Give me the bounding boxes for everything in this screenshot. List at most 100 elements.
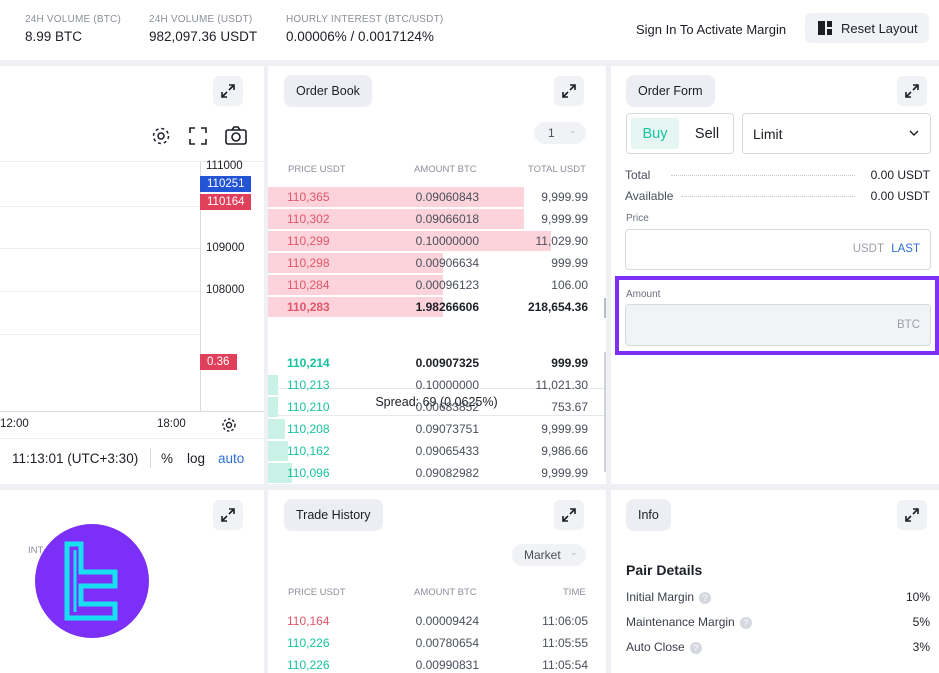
stat-label: 24H VOLUME (BTC) (25, 14, 121, 25)
sell-tab[interactable]: Sell (694, 125, 720, 142)
bid-row[interactable]: 110,208 0.09073751 9,999.99 (268, 418, 606, 440)
amount-unit: BTC (897, 319, 920, 331)
info-title: Info (626, 499, 671, 531)
ask-row[interactable]: 110,299 0.10000000 11,029.90 (268, 230, 606, 252)
chart-panel: 111000 110251 110164 109000 108000 0.36 … (0, 66, 264, 484)
help-icon[interactable]: ? (739, 616, 752, 629)
pair-details-heading: Pair Details (626, 562, 703, 578)
depth-bar (268, 187, 524, 207)
ask-price-tag: 110164 (200, 194, 251, 210)
available-value: 0.00 USDT (870, 189, 930, 203)
info-panel: Info Pair Details (611, 490, 939, 673)
settings-small-icon[interactable] (221, 417, 237, 433)
sign-in-margin-link[interactable]: Sign In To Activate Margin (636, 22, 787, 37)
top-stats-bar: 24H VOLUME (BTC) 8.99 BTC 24H VOLUME (US… (0, 0, 939, 60)
order-book-title: Order Book (284, 75, 372, 107)
camera-icon[interactable] (225, 126, 247, 146)
chart-footer-divider (0, 438, 264, 439)
amount-cell: 0.10000000 (415, 234, 479, 248)
bid-row[interactable]: 110,210 0.00683852 753.67 (268, 396, 606, 418)
stat-value: 0.00006% / 0.0017124% (286, 29, 434, 44)
price-cell: 110,213 (287, 378, 330, 392)
ask-row[interactable]: 110,298 0.00906634 999.99 (268, 252, 606, 274)
expand-icon (905, 84, 919, 98)
depth-bar (268, 441, 288, 461)
price-cell: 110,299 (287, 234, 330, 248)
order-book-panel: Order Book 1 ⌄ PRICE USDT AMOUNT BTC TOT… (268, 66, 606, 484)
amount-cell: 1.98266606 (415, 300, 479, 314)
total-cell: 9,986.66 (541, 444, 588, 458)
help-icon[interactable]: ? (689, 641, 702, 654)
scrollbar[interactable] (604, 298, 606, 318)
chart-toolbar-divider (0, 161, 264, 162)
spread-indicator: Spread: 69 (0.0625%) (268, 388, 605, 416)
depth-bar (268, 275, 443, 295)
total-cell: 999.99 (551, 356, 588, 370)
expand-button[interactable] (213, 500, 243, 530)
price-axis-line (200, 161, 201, 411)
available-label: Available (625, 189, 674, 203)
side-toggle: Buy Sell (626, 113, 734, 154)
expand-button[interactable] (897, 500, 927, 530)
order-form-title: Order Form (626, 75, 715, 107)
price-input[interactable]: USDT LAST (625, 229, 931, 270)
last-price-button[interactable]: LAST (891, 243, 920, 255)
grid-line (0, 248, 200, 249)
price-cell: 110,298 (287, 256, 330, 270)
amount-cell: 0.00906634 (415, 256, 479, 270)
amount-cell: 0.09066018 (415, 212, 479, 226)
total-cell: 9,999.99 (541, 422, 588, 436)
trade-history-panel: Trade History Market ⌄ PRICE USDT AMOUNT… (268, 490, 606, 673)
amount-cell: 0.09060843 (415, 190, 479, 204)
bid-row[interactable]: 110,096 0.09082982 9,999.99 (268, 462, 606, 484)
scrollbar[interactable] (604, 352, 606, 472)
total-cell: 11,021.30 (535, 378, 589, 392)
help-icon[interactable]: ? (699, 591, 712, 604)
amount-input[interactable]: BTC (625, 304, 931, 346)
price-tick: 108000 (206, 284, 245, 296)
highlight-box (615, 276, 939, 355)
auto-toggle[interactable]: auto (218, 451, 245, 466)
price-cell: 110,283 (287, 300, 330, 314)
fullscreen-icon[interactable] (189, 127, 207, 145)
expand-button[interactable] (554, 76, 584, 106)
brand-logo-icon (64, 541, 118, 621)
log-toggle[interactable]: log (187, 451, 206, 466)
grid-line (0, 334, 200, 335)
bid-row[interactable]: 110,214 0.00907325 999.99 (268, 352, 606, 374)
expand-button[interactable] (554, 500, 584, 530)
trade-filter-value: Market (524, 548, 561, 562)
precision-select[interactable]: 1 ⌄ (534, 122, 586, 144)
time-axis-line (0, 411, 264, 412)
price-tick: 111000 (206, 160, 243, 172)
reset-layout-button[interactable]: Reset Layout (805, 13, 929, 43)
ask-row[interactable]: 110,302 0.09066018 9,999.99 (268, 208, 606, 230)
buy-tab[interactable]: Buy (631, 118, 679, 149)
total-cell: 11,029.90 (535, 234, 589, 248)
amount-cell: 0.09082982 (415, 466, 479, 480)
info-label: Initial Margin (626, 590, 695, 604)
stat-label: 24H VOLUME (USDT) (149, 14, 253, 25)
dotted-leader (681, 196, 855, 197)
total-cell: 999.99 (551, 256, 588, 270)
price-cell: 110,302 (287, 212, 330, 226)
expand-button[interactable] (897, 76, 927, 106)
grid-line (0, 206, 200, 207)
expand-button[interactable] (213, 76, 243, 106)
percent-toggle[interactable]: % (161, 451, 174, 466)
info-row: Initial Margin? 10% (626, 590, 930, 604)
stat-24h-volume-btc: 24H VOLUME (BTC) 8.99 BTC (25, 14, 121, 44)
ask-row[interactable]: 110,365 0.09060843 9,999.99 (268, 186, 606, 208)
bid-row[interactable]: 110,162 0.09065433 9,986.66 (268, 440, 606, 462)
ask-row[interactable]: 110,283 1.98266606 218,654.36 (268, 296, 606, 318)
ask-row[interactable]: 110,284 0.00096123 106.00 (268, 274, 606, 296)
amount-cell: 0.10000000 (415, 378, 479, 392)
trade-filter-select[interactable]: Market ⌄ (512, 544, 586, 566)
dotted-leader (671, 175, 855, 176)
time-tick: 18:00 (157, 418, 186, 430)
price-cell: 110,226 (287, 658, 330, 672)
bid-row[interactable]: 110,213 0.10000000 11,021.30 (268, 374, 606, 396)
gear-icon[interactable] (151, 126, 171, 146)
depth-bar (268, 419, 285, 439)
order-type-select[interactable]: Limit (742, 113, 931, 154)
